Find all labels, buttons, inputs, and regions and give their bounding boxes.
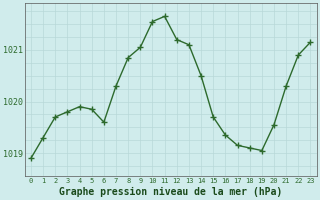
X-axis label: Graphe pression niveau de la mer (hPa): Graphe pression niveau de la mer (hPa): [59, 186, 282, 197]
